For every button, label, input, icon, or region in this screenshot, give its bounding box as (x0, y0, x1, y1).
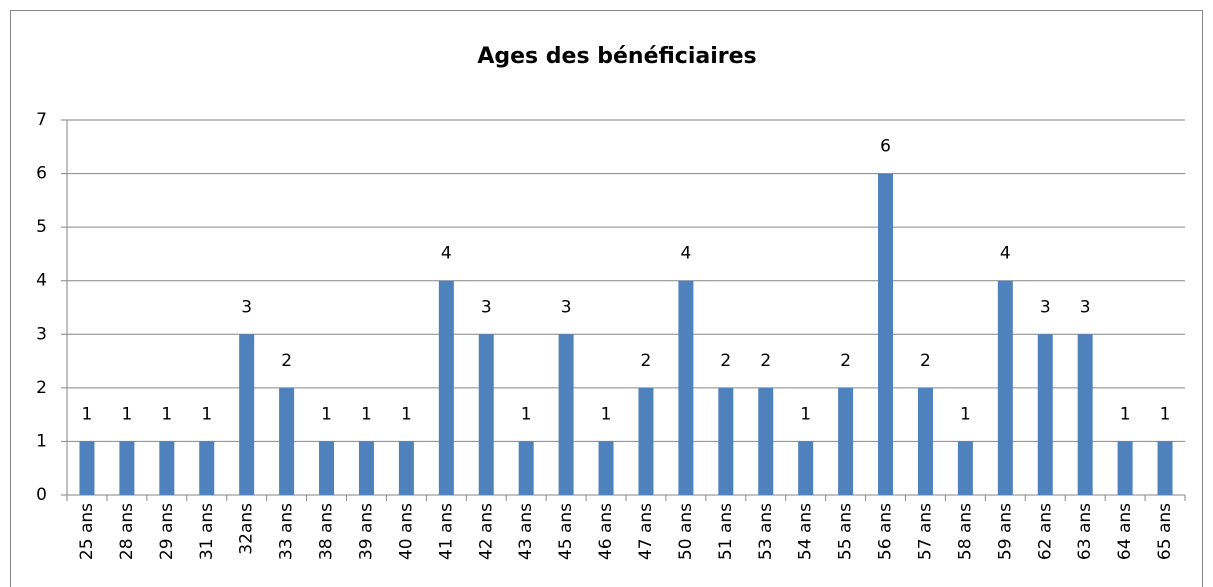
data-label: 1 (401, 404, 412, 424)
data-label: 2 (720, 351, 731, 371)
x-tick-label: 29 ans (157, 503, 177, 560)
y-tick-label: 3 (36, 324, 47, 344)
bar (598, 441, 614, 495)
bar (199, 441, 215, 495)
x-tick-label: 32ans (237, 503, 257, 555)
bar (878, 173, 894, 496)
data-label: 3 (1040, 297, 1051, 317)
x-tick-label: 62 ans (1035, 503, 1055, 560)
x-tick-label: 63 ans (1075, 503, 1095, 560)
bar (838, 387, 854, 495)
data-label: 6 (880, 137, 891, 157)
x-tick-label: 58 ans (955, 503, 975, 560)
data-label: 2 (840, 351, 851, 371)
bar (438, 280, 454, 495)
y-tick-label: 2 (36, 378, 47, 398)
bar (1117, 441, 1133, 495)
x-tick-label: 41 ans (436, 503, 456, 560)
bar (718, 387, 734, 495)
x-tick-label: 56 ans (876, 503, 896, 560)
data-label: 2 (760, 351, 771, 371)
x-tick-label: 64 ans (1115, 503, 1135, 560)
chart-title: Ages des bénéficiaires (477, 44, 756, 69)
bar (358, 441, 374, 495)
x-tick-label: 42 ans (476, 503, 496, 560)
x-tick-label: 38 ans (317, 503, 337, 560)
y-tick-label: 7 (36, 110, 47, 130)
data-label: 1 (121, 404, 132, 424)
bar (398, 441, 414, 495)
y-tick-label: 6 (36, 164, 47, 184)
x-tick-label: 57 ans (915, 503, 935, 560)
y-tick-label: 4 (36, 271, 47, 291)
data-label: 2 (281, 351, 292, 371)
x-tick-label: 43 ans (516, 503, 536, 560)
x-tick-label: 51 ans (716, 503, 736, 560)
data-label: 4 (680, 244, 691, 264)
x-tick-label: 25 ans (77, 503, 97, 560)
data-label: 1 (82, 404, 93, 424)
data-label: 2 (641, 351, 652, 371)
data-label: 4 (441, 244, 452, 264)
data-label: 3 (241, 297, 252, 317)
bar (758, 387, 774, 495)
bar (957, 441, 973, 495)
bar (1077, 334, 1093, 495)
bar (478, 334, 494, 495)
x-tick-label: 28 ans (117, 503, 137, 560)
bar (558, 334, 574, 495)
data-label: 1 (1120, 404, 1131, 424)
data-label: 1 (960, 404, 971, 424)
data-label: 4 (1000, 244, 1011, 264)
bar (638, 387, 654, 495)
x-tick-label: 59 ans (995, 503, 1015, 560)
data-label: 1 (521, 404, 532, 424)
bar (319, 441, 335, 495)
data-label: 3 (481, 297, 492, 317)
x-tick-label: 46 ans (596, 503, 616, 560)
x-tick-label: 54 ans (796, 503, 816, 560)
data-label: 1 (321, 404, 332, 424)
data-label: 1 (201, 404, 212, 424)
x-tick-label: 53 ans (756, 503, 776, 560)
y-tick-label: 0 (36, 485, 47, 505)
x-tick-label: 50 ans (676, 503, 696, 560)
chart-border (10, 10, 1203, 587)
x-tick-label: 33 ans (277, 503, 297, 560)
data-label: 3 (1080, 297, 1091, 317)
data-label: 1 (1160, 404, 1171, 424)
x-tick-label: 55 ans (836, 503, 856, 560)
bar (159, 441, 175, 495)
y-tick-label: 5 (36, 217, 47, 237)
data-label: 2 (920, 351, 931, 371)
bar (239, 334, 255, 495)
bar (678, 280, 694, 495)
bar (79, 441, 95, 495)
y-tick-label: 1 (36, 431, 47, 451)
bar (518, 441, 534, 495)
bar (1037, 334, 1053, 495)
x-tick-label: 39 ans (356, 503, 376, 560)
x-tick-label: 40 ans (396, 503, 416, 560)
bar (279, 387, 295, 495)
data-label: 3 (561, 297, 572, 317)
x-tick-label: 45 ans (556, 503, 576, 560)
bar (997, 280, 1013, 495)
bar (917, 387, 933, 495)
data-label: 1 (361, 404, 372, 424)
data-label: 1 (161, 404, 172, 424)
bar (798, 441, 814, 495)
x-tick-label: 65 ans (1155, 503, 1175, 560)
data-label: 1 (800, 404, 811, 424)
bar (119, 441, 135, 495)
x-tick-label: 31 ans (197, 503, 217, 560)
bar (1157, 441, 1173, 495)
data-label: 1 (601, 404, 612, 424)
x-tick-label: 47 ans (636, 503, 656, 560)
